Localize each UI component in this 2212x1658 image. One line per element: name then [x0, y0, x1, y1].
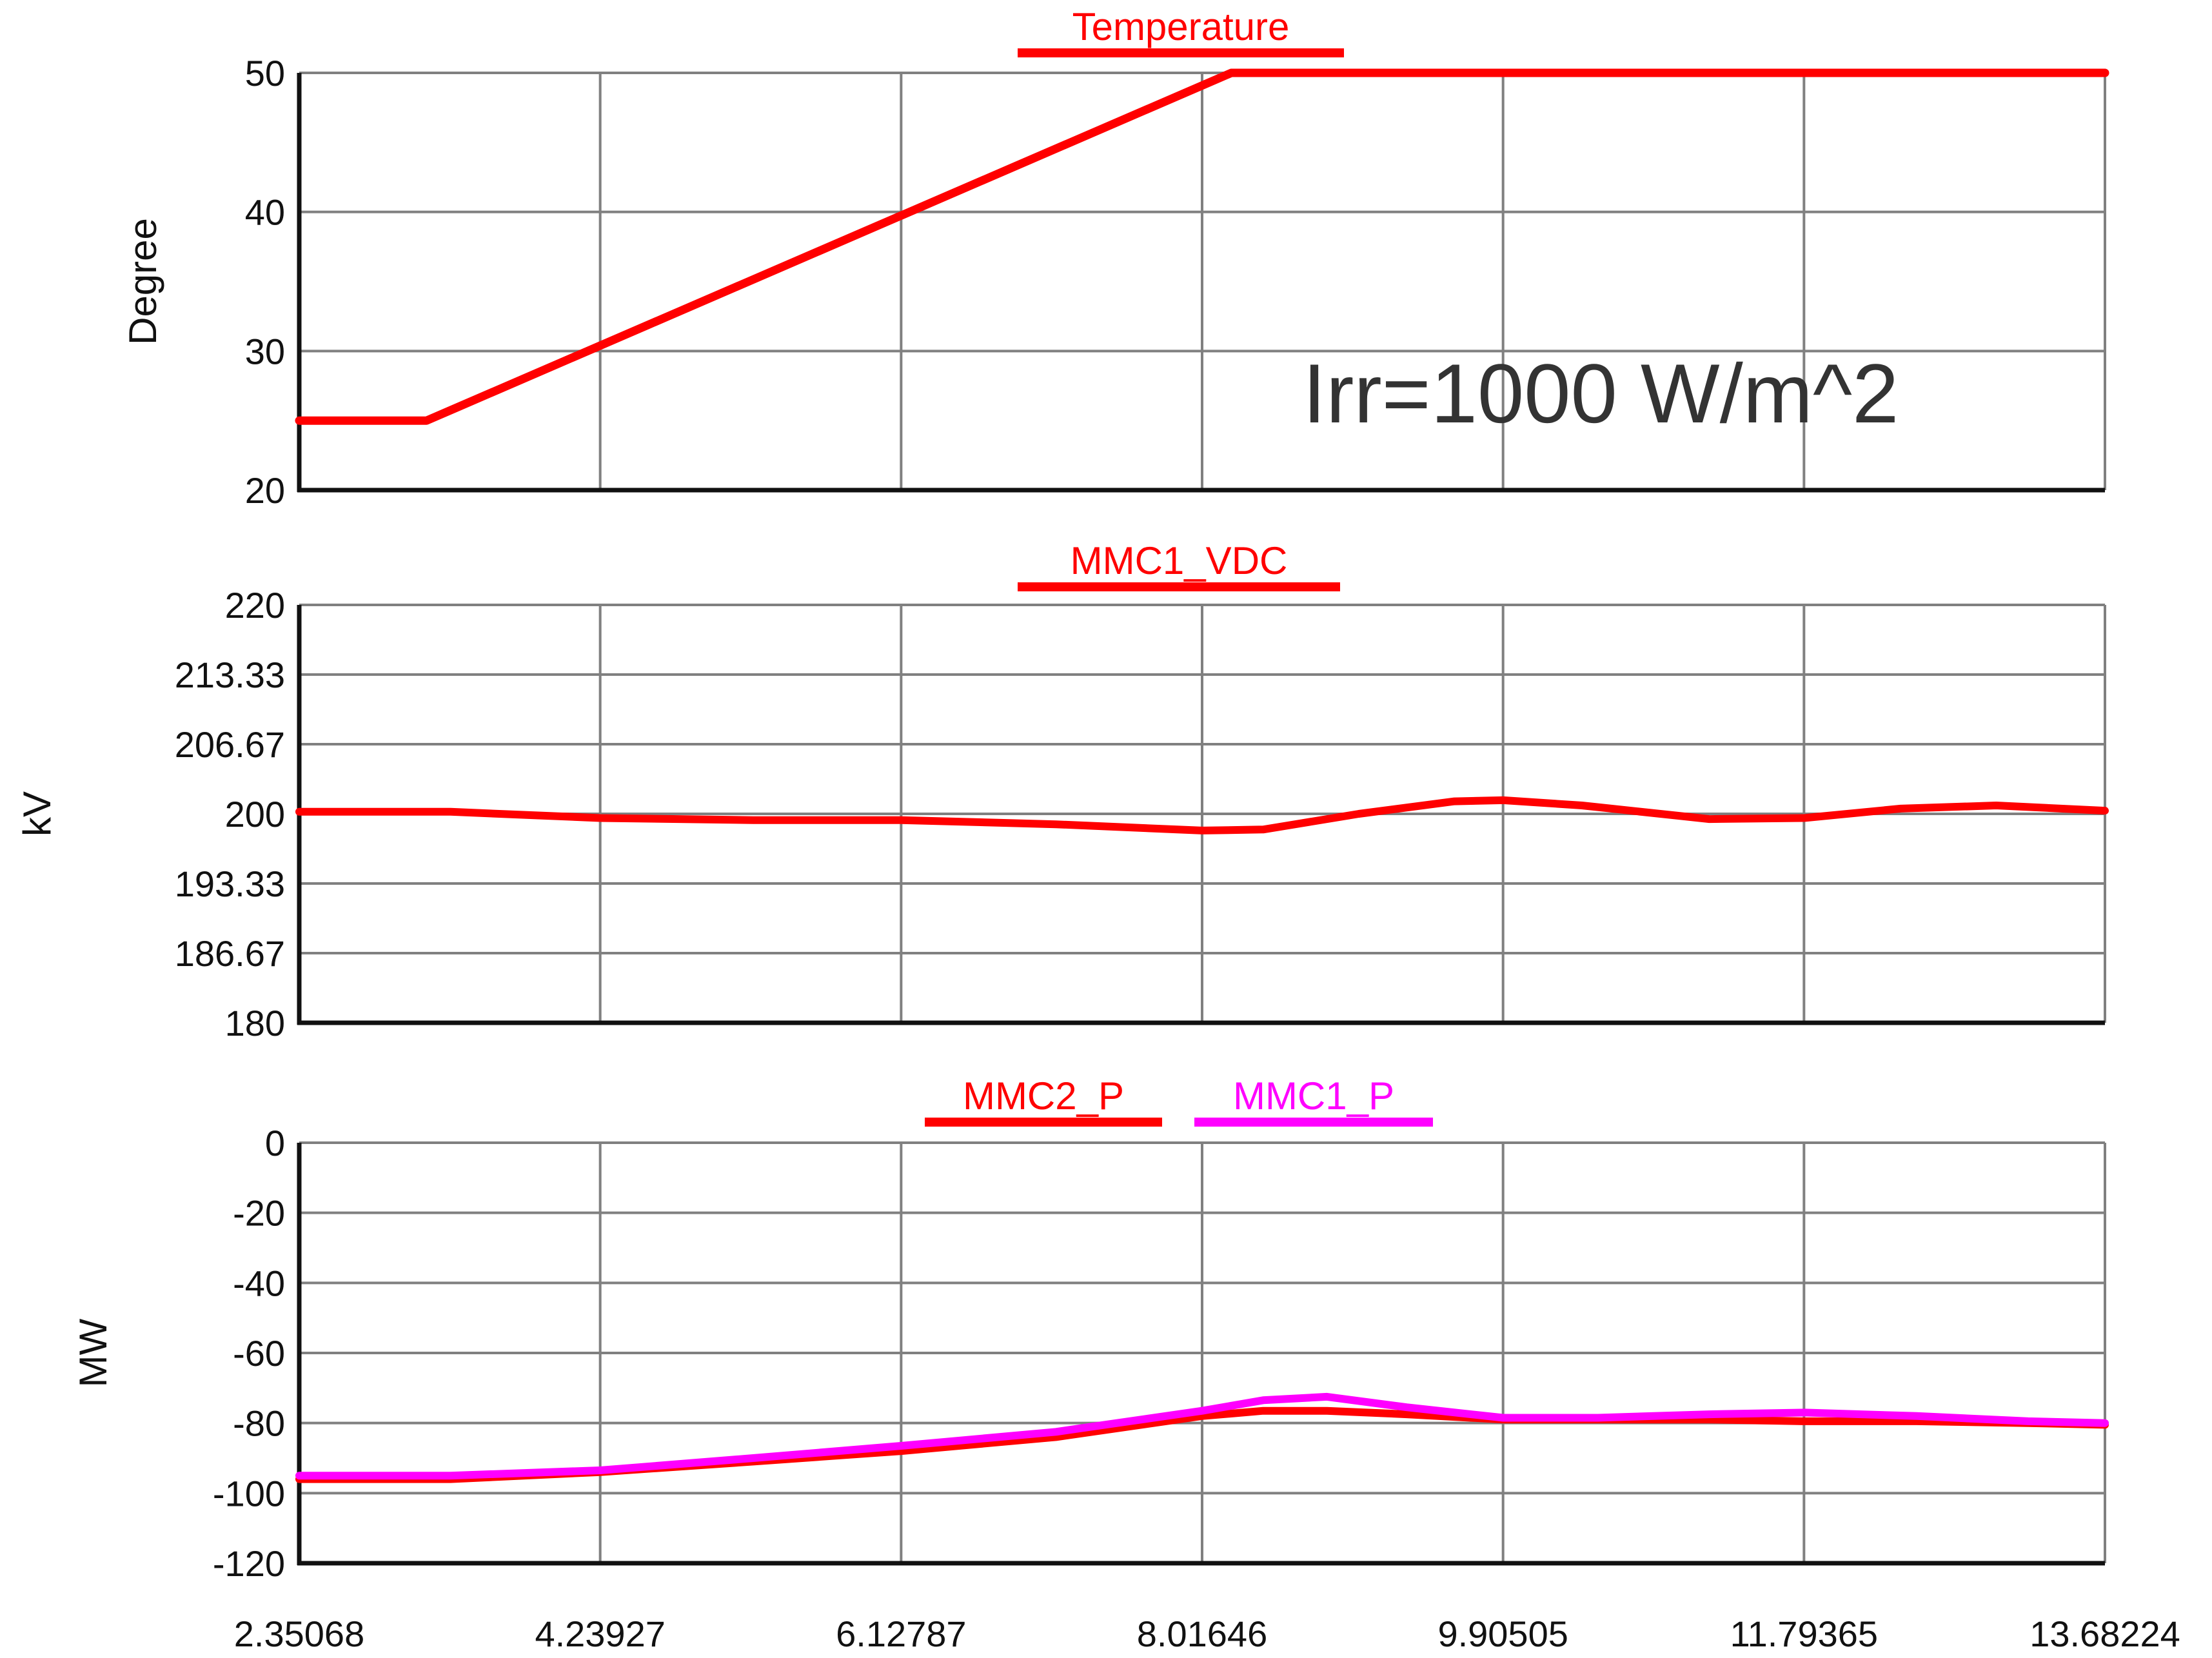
- y-tick-label: 206.67: [175, 724, 285, 765]
- series-line-mmc1-p: [295, 1392, 2109, 1480]
- x-tick-label: 13.68224: [2029, 1614, 2180, 1654]
- x-tick-label: 11.79365: [1730, 1614, 1878, 1654]
- y-tick-label: -100: [213, 1473, 285, 1514]
- x-tick-label: 2.35068: [234, 1614, 364, 1654]
- y-tick-label: 180: [225, 1003, 285, 1043]
- legend-label-temperature: Temperature: [1072, 5, 1290, 48]
- y-tick-label: -120: [213, 1543, 285, 1584]
- y-tick-label: 30: [245, 331, 285, 371]
- y-tick-label: 213.33: [175, 655, 285, 695]
- x-tick-label: 9.90505: [1437, 1614, 1568, 1654]
- irradiance-annotation: Irr=1000 W/m^2: [1303, 346, 1899, 440]
- y-tick-label: 186.67: [175, 933, 285, 974]
- series-line-mmc1-vdc: [295, 796, 2109, 834]
- y-tick-label: 40: [245, 192, 285, 233]
- y-tick-label: 20: [245, 470, 285, 511]
- y-axis-label: kV: [15, 791, 59, 836]
- x-tick-label: 6.12787: [836, 1614, 966, 1654]
- y-axis-label: Degree: [121, 218, 164, 345]
- x-axis-tick-labels: 2.35068 4.23927 6.12787 8.01646 9.90505 11.79…: [234, 1614, 2180, 1654]
- chart-panel-vdc: 180 186.67 193.33 200 206.67 213.33 220 kV MMC1_…: [15, 539, 2109, 1043]
- y-tick-label: -20: [233, 1193, 285, 1234]
- chart-panel-temperature: 20 30 40 50 Degree Temperature: [121, 5, 2109, 511]
- legend-label-mmc2-p: MMC2_P: [963, 1074, 1124, 1118]
- legend-label-mmc1-p: MMC1_P: [1233, 1074, 1394, 1118]
- y-tick-label: 0: [265, 1123, 285, 1163]
- y-tick-label: 193.33: [175, 864, 285, 904]
- y-tick-label: 220: [225, 585, 285, 626]
- legend-label-mmc1-vdc: MMC1_VDC: [1071, 539, 1288, 582]
- y-tick-label: 50: [245, 53, 285, 94]
- chart-panel-power: -120 -100 -80 -60 -40 -20 0 MW MMC2_P MMC1_P: [72, 1074, 2109, 1584]
- y-tick-label: 200: [225, 794, 285, 834]
- x-tick-label: 8.01646: [1137, 1614, 1267, 1654]
- y-tick-label: -40: [233, 1263, 285, 1303]
- y-tick-label: -80: [233, 1403, 285, 1444]
- x-tick-label: 4.23927: [535, 1614, 665, 1654]
- y-axis-label: MW: [72, 1318, 115, 1387]
- y-tick-label: -60: [233, 1333, 285, 1374]
